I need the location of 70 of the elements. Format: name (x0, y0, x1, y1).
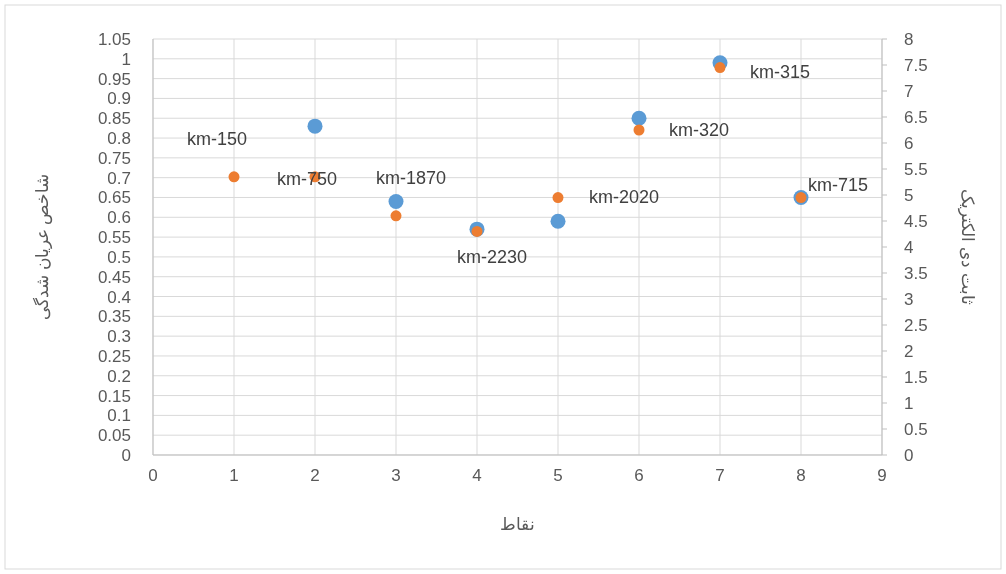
y-tick-label: 0.3 (107, 327, 131, 347)
y2-tick-label: 2 (904, 342, 914, 361)
x-tick-label: 5 (553, 466, 563, 485)
annotation: km-320 (668, 120, 730, 141)
point (471, 225, 483, 237)
x-tick-label: 9 (877, 466, 887, 485)
y-tick-label: 0.65 (97, 188, 131, 208)
x-tick-label: 6 (634, 466, 644, 485)
y-tick-label: 0.2 (107, 366, 131, 386)
y2-tick-label: 3.5 (904, 264, 928, 283)
y2-tick-label: 1.5 (904, 368, 928, 387)
annotation: km-750 (276, 168, 338, 189)
y-tick-label: 0.45 (97, 267, 131, 287)
y-tick-label: 0 (121, 446, 131, 465)
x-tick-label: 2 (310, 466, 320, 485)
y2-tick-label: 4.5 (904, 212, 928, 231)
x-tick-label: 8 (796, 466, 806, 485)
y-tick-label: 0.75 (97, 148, 131, 168)
point (388, 193, 404, 209)
y2-tick-label: 0 (904, 446, 914, 465)
x-tick-label: 3 (391, 466, 401, 485)
point (307, 118, 323, 134)
y-tick-label: 0.35 (97, 307, 131, 327)
annotation: km-1870 (375, 168, 447, 189)
y2-tick-label: 0.5 (904, 420, 928, 439)
x-tick-label: 0 (148, 466, 158, 485)
y2-tick-label: 1 (904, 394, 914, 413)
annotation: km-150 (186, 128, 248, 149)
y-axis-title: شاخص عریان شدگی (32, 173, 53, 321)
y2-tick-label: 7 (904, 82, 914, 101)
point (390, 210, 402, 222)
y-tick-label: 0.85 (97, 109, 131, 129)
y2-axis-title: ثابت دی الکتریک (957, 189, 977, 305)
y2-tick-label: 5 (904, 186, 914, 205)
y-tick-label: 0.6 (107, 208, 131, 228)
y-tick-label: 0.25 (97, 346, 131, 366)
annotation: km-2020 (588, 187, 660, 208)
x-tick-label: 7 (715, 466, 725, 485)
y-tick-label: 0.8 (107, 129, 131, 149)
y-tick-label: 0.15 (97, 386, 131, 406)
y2-tick-label: 3 (904, 290, 914, 309)
y2-tick-label: 6 (904, 134, 914, 153)
x-tick-label: 1 (229, 466, 239, 485)
point (633, 124, 645, 136)
annotation: km-315 (749, 61, 811, 82)
point (228, 171, 240, 183)
y-tick-label: 1.05 (97, 30, 131, 49)
y-tick-label: 0.1 (107, 406, 131, 426)
y-tick-label: 0.95 (97, 69, 131, 89)
y-tick-label: 0.4 (107, 287, 131, 307)
point (552, 192, 564, 204)
y2-tick-label: 5.5 (904, 160, 928, 179)
y-tick-label: 0.9 (107, 89, 131, 109)
annotation: km-715 (807, 175, 869, 196)
y2-tick-label: 8 (904, 30, 914, 49)
y-tick-label: 1 (121, 49, 131, 69)
y2-tick-label: 6.5 (904, 108, 928, 127)
x-tick-label: 4 (472, 466, 482, 485)
y2-tick-label: 2.5 (904, 316, 928, 335)
annotation: km-2230 (456, 247, 528, 268)
x-axis-title: نقاط (500, 515, 535, 534)
y-tick-label: 0.05 (97, 426, 131, 446)
y-tick-label: 0.7 (107, 168, 131, 188)
point (550, 213, 566, 229)
y-tick-label: 0.55 (97, 228, 131, 248)
y2-tick-label: 4 (904, 238, 914, 257)
y-tick-label: 0.5 (107, 247, 131, 267)
point (714, 62, 726, 74)
point (631, 110, 647, 126)
y2-tick-label: 7.5 (904, 56, 928, 75)
